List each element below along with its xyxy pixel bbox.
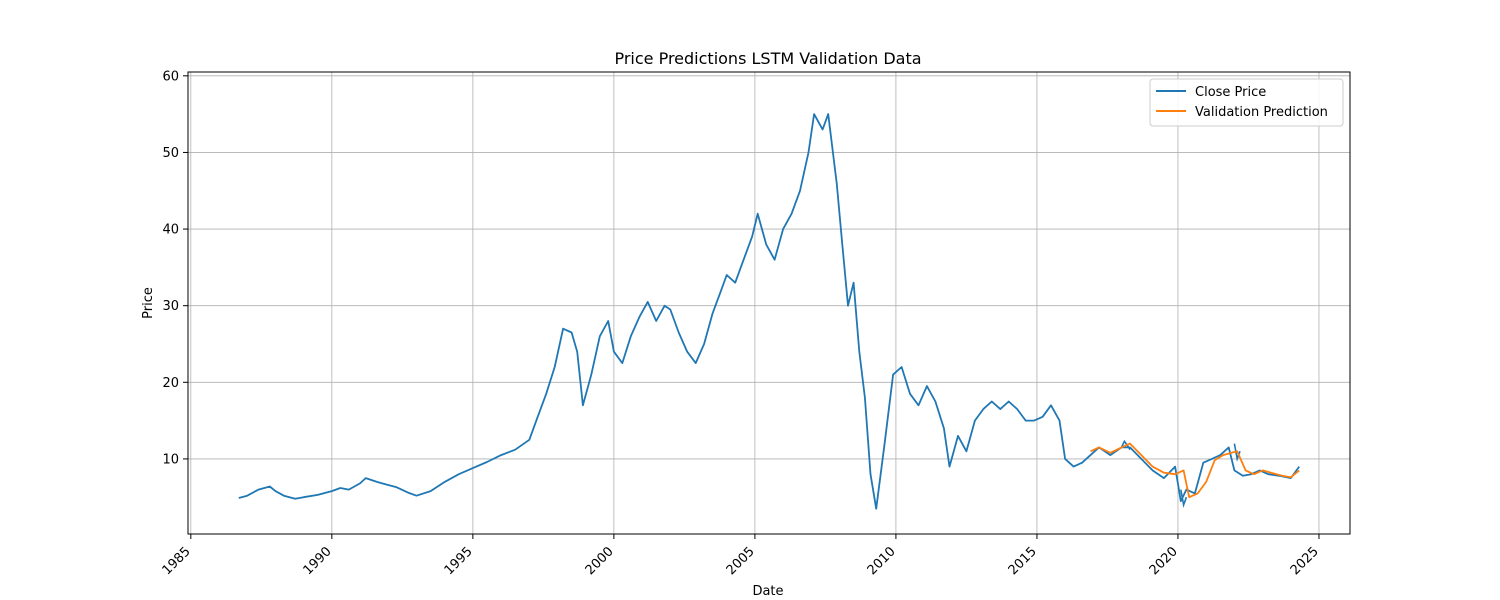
y-axis-label: Price xyxy=(141,287,156,319)
y-tick-label: 50 xyxy=(162,146,179,161)
y-tick-label: 10 xyxy=(162,452,179,467)
legend: Close Price Validation Prediction xyxy=(1149,78,1344,127)
y-tick-label: 40 xyxy=(162,223,179,238)
chart-title: Price Predictions LSTM Validation Data xyxy=(614,49,921,68)
y-axis: 10 20 30 40 50 60 xyxy=(162,69,188,467)
series-segment-close-price xyxy=(1120,439,1131,451)
legend-label-validation-prediction: Validation Prediction xyxy=(1195,105,1328,120)
series-line-validation-prediction xyxy=(1090,442,1300,499)
legend-box xyxy=(1149,78,1344,127)
series-segment-close-price xyxy=(1180,489,1188,508)
x-axis-label: Date xyxy=(752,584,783,599)
plot-frame xyxy=(187,71,1351,535)
legend-label-close-price: Close Price xyxy=(1195,85,1266,100)
y-tick-label: 20 xyxy=(162,376,179,391)
y-tick-label: 30 xyxy=(162,299,179,314)
series-layer xyxy=(238,113,1300,510)
y-tick-label: 60 xyxy=(162,69,179,84)
grid xyxy=(188,72,1350,534)
